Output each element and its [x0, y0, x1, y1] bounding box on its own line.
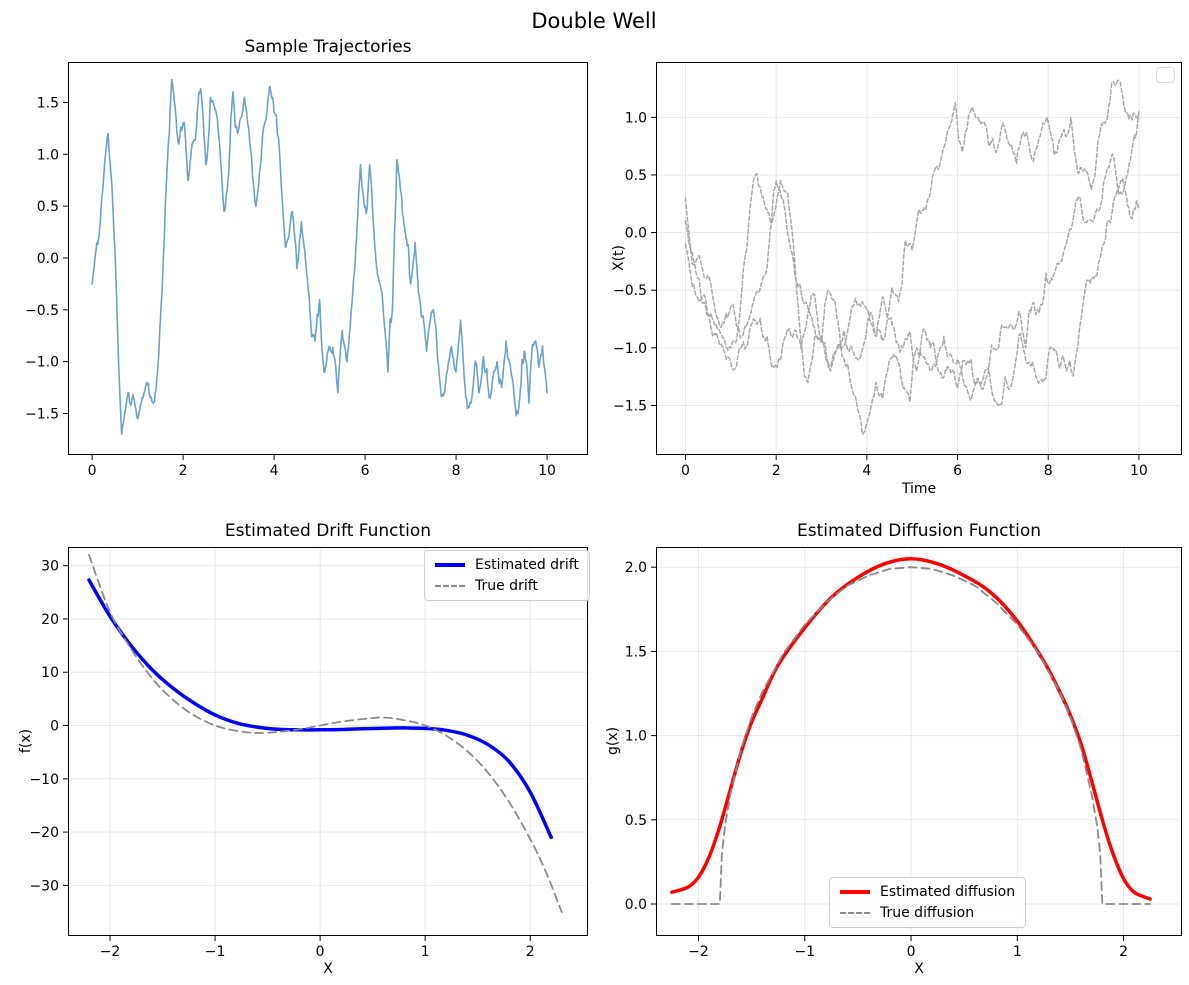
y-tick-label: 1.0	[625, 110, 647, 126]
gray-trajectory-2	[684, 172, 1140, 436]
y-tick-label: 0.0	[625, 226, 647, 242]
y-tick-label: −1.5	[613, 398, 647, 414]
legend-label-estimated-diffusion: Estimated diffusion	[880, 884, 1016, 900]
x-tick-label: 2	[179, 463, 188, 479]
y-tick-label: −0.5	[613, 283, 647, 299]
y-tick-label: −10	[29, 772, 59, 788]
ylabel-gx: g(x)	[605, 726, 621, 756]
axes-spines	[68, 547, 588, 936]
x-tick-label: 10	[538, 463, 556, 479]
ylabel-fx: f(x)	[18, 728, 34, 754]
drift-legend: Estimated drift True drift	[424, 550, 590, 601]
xlabel-x-drift: X	[323, 961, 333, 977]
x-tick-label: 0	[88, 463, 97, 479]
y-tick-label: −1.0	[613, 341, 647, 357]
y-tick-label: 1.5	[37, 95, 59, 111]
subplot-sample-trajectories: 0 2 4 6 8 10 −1.5 −1.0 −0.5 0.0 0.5 1.0 1.5	[25, 62, 588, 479]
legend-row: True diffusion	[840, 906, 1015, 920]
y-tick-label: 1.5	[625, 644, 647, 660]
series-group	[87, 554, 563, 913]
y-tick-label: 0.5	[625, 813, 647, 829]
y-tick-label: −1.0	[25, 355, 59, 371]
x-tick-label: 10	[1130, 463, 1148, 479]
y-tick-label: −1.5	[25, 407, 59, 423]
xlabel-x-diffusion: X	[914, 961, 924, 977]
y-tick-label: 10	[41, 665, 59, 681]
legend-label-estimated-drift: Estimated drift	[475, 557, 579, 573]
xlabel-time: Time	[901, 481, 937, 497]
estimated-drift-line	[87, 578, 553, 840]
legend-row: Estimated drift	[435, 558, 579, 572]
trajectory-blue	[91, 78, 548, 436]
axes-spines	[656, 62, 1182, 455]
y-tick-label: 1.0	[37, 147, 59, 163]
x-tick-label: −2	[688, 944, 709, 960]
x-tick-label: −2	[100, 944, 121, 960]
true-drift-line-sample	[435, 585, 465, 587]
x-tick-label: 0	[681, 463, 690, 479]
x-tick-label: 6	[361, 463, 370, 479]
x-tick-label: 8	[452, 463, 461, 479]
x-tick-label: 2	[1119, 944, 1128, 960]
gray-trajectory-1	[684, 79, 1140, 372]
y-tick-label: 30	[41, 559, 59, 575]
x-tick-label: −1	[794, 944, 815, 960]
x-tick-label: 1	[1013, 944, 1022, 960]
figure-title: Double Well	[531, 9, 657, 33]
gray-trajectory-3	[684, 110, 1140, 390]
series-group	[670, 557, 1152, 905]
x-tick-label: 1	[421, 944, 430, 960]
x-tick-label: 6	[953, 463, 962, 479]
x-tick-label: 2	[526, 944, 535, 960]
y-tick-label: 0.0	[37, 251, 59, 267]
title-estimated-drift: Estimated Drift Function	[224, 521, 432, 541]
legend-label-true-diffusion: True diffusion	[880, 905, 975, 921]
empty-legend-box	[1156, 67, 1175, 83]
title-estimated-diffusion: Estimated Diffusion Function	[796, 521, 1042, 541]
y-tick-label: 0	[50, 719, 59, 735]
estimated-diffusion-line	[670, 557, 1152, 901]
true-diffusion-line-sample	[840, 912, 870, 914]
title-sample-trajectories: Sample Trajectories	[244, 37, 412, 57]
diffusion-legend: Estimated diffusion True diffusion	[829, 877, 1027, 928]
x-tick-label: 0	[316, 944, 325, 960]
y-tick-label: 1.0	[625, 729, 647, 745]
x-tick-label: 2	[772, 463, 781, 479]
estimated-diffusion-line-sample	[840, 890, 870, 894]
x-tick-label: 4	[270, 463, 279, 479]
y-tick-label: −0.5	[25, 303, 59, 319]
subplot-estimated-diffusion: −2 −1 0 1 2 0.0 0.5 1.0 1.5 2.0	[625, 547, 1182, 960]
series-group	[684, 79, 1140, 436]
series-group	[91, 78, 548, 436]
y-tick-label: 20	[41, 612, 59, 628]
y-tick-label: −20	[29, 825, 59, 841]
axes-spines	[656, 547, 1182, 936]
y-tick-label: 0.0	[625, 897, 647, 913]
legend-row: True drift	[435, 579, 579, 593]
x-tick-label: 8	[1044, 463, 1053, 479]
x-tick-label: 4	[862, 463, 871, 479]
x-tick-label: −1	[205, 944, 226, 960]
y-tick-label: 0.5	[37, 199, 59, 215]
axes-spines	[68, 62, 588, 455]
legend-row: Estimated diffusion	[840, 885, 1015, 899]
y-tick-label: 0.5	[625, 168, 647, 184]
y-tick-label: −30	[29, 878, 59, 894]
legend-label-true-drift: True drift	[475, 578, 538, 594]
ylabel-xt: X(t)	[611, 244, 627, 272]
y-tick-label: 2.0	[625, 560, 647, 576]
subplot-trajectories-gray: 0 2 4 6 8 10 −1.5 −1.0 −0.5 0.0 0.5 1.0	[613, 62, 1182, 479]
x-tick-label: 0	[907, 944, 916, 960]
estimated-drift-line-sample	[435, 563, 465, 567]
true-drift-line	[88, 554, 563, 913]
true-diffusion-line	[671, 566, 1151, 905]
